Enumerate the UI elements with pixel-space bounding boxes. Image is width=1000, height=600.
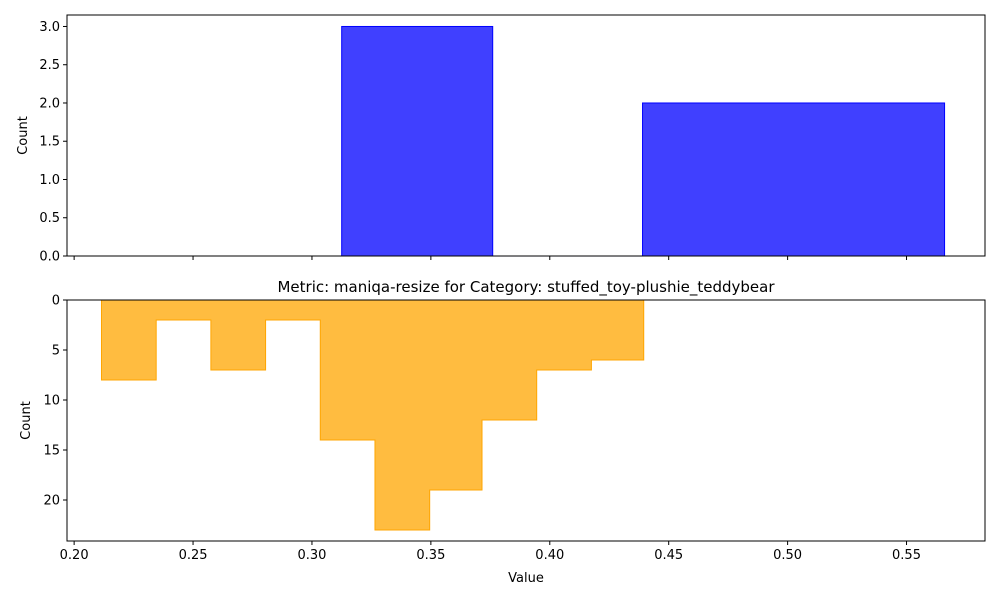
bottom-x-tick-label: 0.20 xyxy=(60,548,89,563)
top-y-tick-label: 3.0 xyxy=(39,20,60,35)
bottom-x-tick-label: 0.55 xyxy=(892,548,921,563)
bottom-y-axis-label: Count xyxy=(19,401,34,440)
bottom-histogram-panel: 0 5 10 15 20 0.20 0.25 0.30 0.35 0.40 0.45 0.50 0.5… xyxy=(19,278,986,586)
bottom-x-axis-ticks: 0.20 0.25 0.30 0.35 0.40 0.45 0.50 0.55 xyxy=(60,541,921,563)
bottom-y-axis-ticks: 0 5 10 15 20 xyxy=(43,294,67,509)
bottom-y-tick-label: 0 xyxy=(52,294,60,309)
top-histogram-bar xyxy=(642,102,946,257)
bottom-x-tick-label: 0.50 xyxy=(773,548,802,563)
bottom-plot-frame xyxy=(66,299,986,542)
top-plot-frame xyxy=(66,14,986,257)
bottom-x-tick-label: 0.45 xyxy=(654,548,683,563)
top-x-axis-ticks xyxy=(73,256,908,260)
top-histogram-bars xyxy=(341,25,946,257)
bottom-x-tick-label: 0.35 xyxy=(416,548,445,563)
bottom-y-tick-label: 15 xyxy=(43,444,60,459)
bottom-step-histogram-area xyxy=(100,299,645,531)
top-y-axis-ticks: 0.0 0.5 1.0 1.5 2.0 2.5 3.0 xyxy=(39,20,67,265)
top-histogram-bar xyxy=(341,25,494,257)
bottom-y-tick-label: 20 xyxy=(43,494,60,509)
bottom-x-tick-label: 0.25 xyxy=(179,548,208,563)
bottom-y-tick-label: 10 xyxy=(43,394,60,409)
top-y-tick-label: 1.5 xyxy=(39,135,60,150)
top-histogram-panel: 0.0 0.5 1.0 1.5 2.0 2.5 3.0 Count xyxy=(16,14,986,265)
top-y-axis-label: Count xyxy=(16,116,31,155)
bottom-y-tick-label: 5 xyxy=(52,344,60,359)
bottom-x-axis-label: Value xyxy=(508,571,544,586)
bottom-x-tick-label: 0.40 xyxy=(535,548,564,563)
top-y-tick-label: 0.5 xyxy=(39,211,60,226)
top-y-tick-label: 2.5 xyxy=(39,58,60,73)
bottom-x-tick-label: 0.30 xyxy=(297,548,326,563)
top-y-tick-label: 2.0 xyxy=(39,96,60,111)
top-y-tick-label: 0.0 xyxy=(39,250,60,265)
top-y-tick-label: 1.0 xyxy=(39,173,60,188)
bottom-chart-title: Metric: maniqa-resize for Category: stuf… xyxy=(277,278,775,297)
